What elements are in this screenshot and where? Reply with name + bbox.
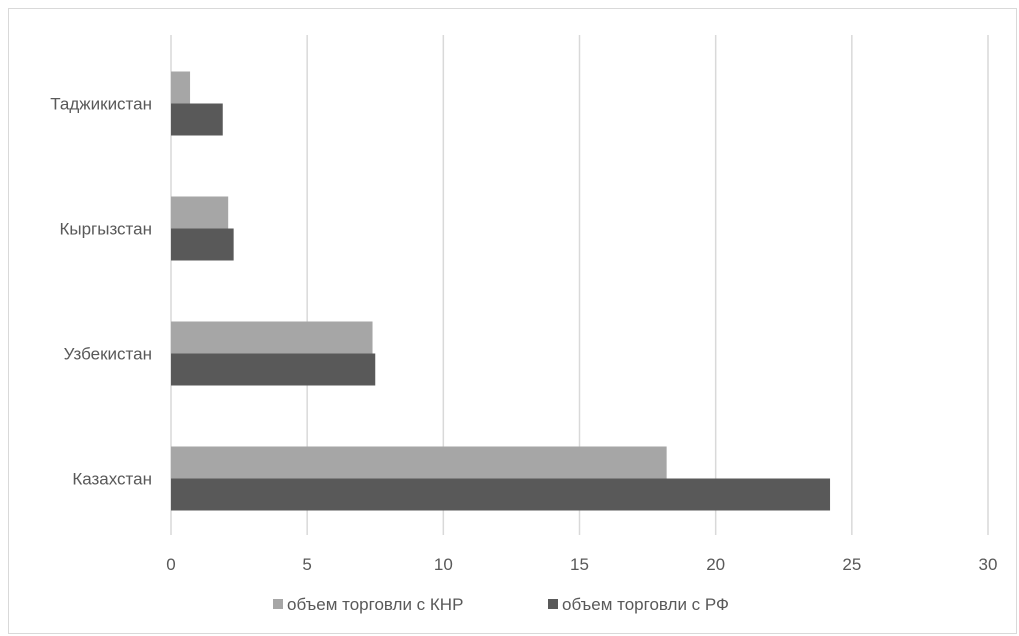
x-tick-label: 10 [434, 555, 453, 574]
legend-label: объем торговли с РФ [562, 595, 729, 614]
legend-swatch [548, 599, 558, 609]
x-tick-label: 0 [166, 555, 175, 574]
category-label: Кыргызстан [59, 220, 152, 239]
category-label: Таджикистан [50, 95, 152, 114]
x-tick-label: 20 [706, 555, 725, 574]
x-axis-ticks: 0 5 10 15 20 25 30 [166, 555, 997, 574]
category-labels: Таджикистан Кыргызстан Узбекистан Казахстан [50, 95, 152, 489]
bar-russia-1 [171, 228, 234, 261]
legend: объем торговли с КНР объем торговли с РФ [273, 595, 729, 614]
bar-china-0 [171, 71, 191, 104]
bar-russia-0 [171, 103, 223, 136]
x-tick-label: 30 [979, 555, 998, 574]
bar-russia-3 [171, 478, 831, 511]
bar-china-2 [171, 321, 373, 354]
category-label: Узбекистан [64, 345, 152, 364]
category-label: Казахстан [72, 470, 152, 489]
bar-russia-2 [171, 353, 376, 386]
legend-swatch [273, 599, 283, 609]
bars [171, 71, 831, 511]
bar-china-3 [171, 446, 667, 479]
x-tick-label: 25 [842, 555, 861, 574]
legend-label: объем торговли с КНР [287, 595, 463, 614]
bar-china-1 [171, 196, 229, 229]
x-tick-label: 5 [302, 555, 311, 574]
x-tick-label: 15 [570, 555, 589, 574]
